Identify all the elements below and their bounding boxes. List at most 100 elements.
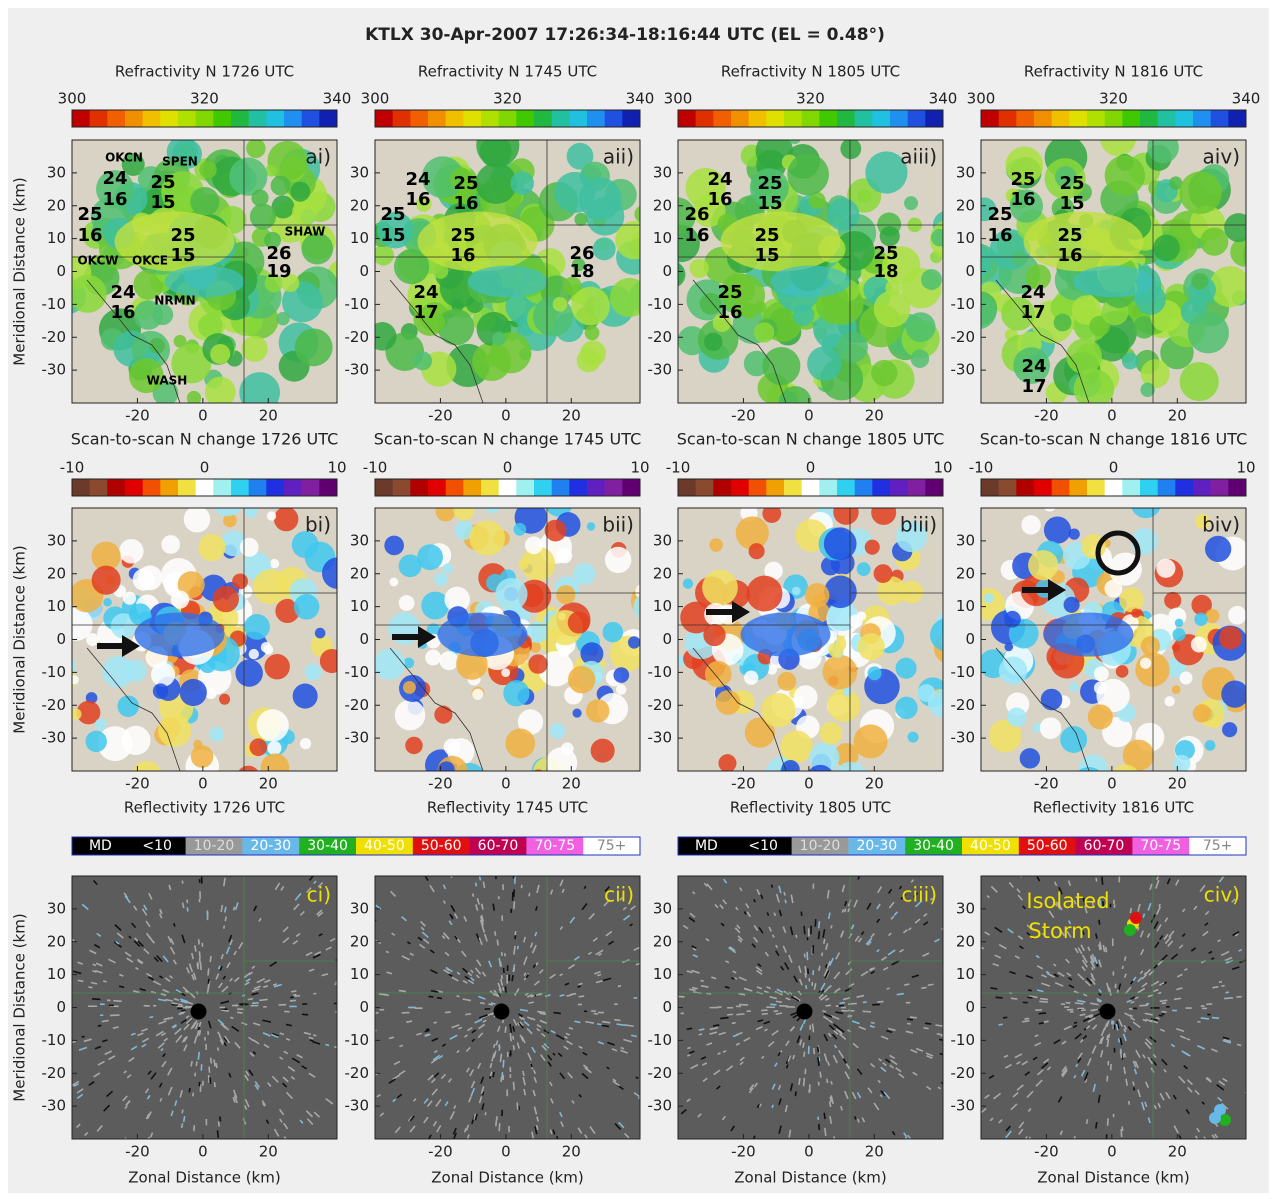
clutter-streak xyxy=(1139,1005,1148,1006)
change-blob xyxy=(1141,636,1160,655)
colorbar-label: <10 xyxy=(142,838,172,854)
clutter-streak xyxy=(499,1046,500,1050)
clutter-streak xyxy=(540,1013,546,1014)
clutter-streak xyxy=(1075,1003,1084,1004)
clutter-streak xyxy=(1106,947,1107,952)
clutter-streak xyxy=(503,1020,504,1023)
clutter-streak xyxy=(897,994,904,995)
clutter-streak xyxy=(491,1072,492,1077)
refractivity-blob xyxy=(1209,266,1250,307)
clutter-streak xyxy=(1131,1002,1135,1003)
clutter-streak xyxy=(294,996,300,997)
change-blob xyxy=(495,578,527,610)
change-blob xyxy=(503,680,529,706)
change-blob xyxy=(749,543,765,559)
change-core xyxy=(438,613,528,657)
change-blob xyxy=(858,633,885,660)
clutter-streak xyxy=(180,1012,185,1013)
station-annotation: 24 xyxy=(413,282,438,303)
panel-label: bi) xyxy=(305,513,331,537)
clutter-streak xyxy=(198,1052,199,1060)
change-blob xyxy=(1172,685,1181,694)
colorbar-label: 60-70 xyxy=(1084,838,1125,854)
refractivity-blob xyxy=(911,349,930,368)
panel-label: aii) xyxy=(603,145,634,169)
y-tick-label: 20 xyxy=(47,932,66,950)
x-tick-label: 20 xyxy=(1168,407,1187,425)
colorbar-segment xyxy=(678,110,696,127)
clutter-streak xyxy=(824,939,825,944)
station-annotation: 18 xyxy=(873,261,898,282)
y-tick-label: 10 xyxy=(47,965,66,983)
station-annotation: 16 xyxy=(102,189,127,210)
colorbar-segment xyxy=(143,479,161,496)
y-tick-label: -10 xyxy=(648,1031,673,1049)
clutter-streak xyxy=(502,975,503,979)
y-tick-label: -30 xyxy=(42,729,67,747)
clutter-streak xyxy=(172,1003,177,1004)
colorbar-segment xyxy=(481,110,499,127)
station-annotation: 17 xyxy=(1020,302,1045,323)
refractivity-blob xyxy=(199,161,217,179)
clutter-streak xyxy=(88,987,92,988)
change-blob xyxy=(1191,636,1207,652)
clutter-streak xyxy=(614,1020,620,1021)
change-blob xyxy=(374,648,405,679)
colorbar-tick-label: 300 xyxy=(967,90,996,108)
colorbar-segment xyxy=(72,479,90,496)
clutter-streak xyxy=(291,991,296,992)
change-blob xyxy=(895,697,917,719)
clutter-streak xyxy=(497,940,498,946)
colorbar-segment xyxy=(428,110,446,127)
change-blob xyxy=(1194,613,1207,626)
clutter-streak xyxy=(848,1010,855,1011)
colorbar-tick-label: 300 xyxy=(664,90,693,108)
refractivity-blob xyxy=(290,182,310,202)
clutter-streak xyxy=(772,885,773,888)
clutter-streak xyxy=(842,909,843,912)
y-tick-label: 30 xyxy=(350,531,369,549)
clutter-streak xyxy=(720,1018,728,1019)
clutter-streak xyxy=(1040,999,1048,1000)
colorbar-tick-label: 300 xyxy=(58,90,87,108)
station-annotation: SPEN xyxy=(162,155,198,169)
clutter-streak xyxy=(1197,1022,1200,1023)
change-blob xyxy=(1044,516,1071,543)
clutter-streak xyxy=(183,903,184,908)
change-blob xyxy=(274,507,298,531)
change-blob xyxy=(550,723,566,739)
y-tick-label: -30 xyxy=(951,729,976,747)
station-annotation: 17 xyxy=(413,302,438,323)
colorbar-label: 40-50 xyxy=(364,838,405,854)
station-annotation: 25 xyxy=(450,225,475,246)
change-blob xyxy=(171,590,189,608)
x-tick-label: 20 xyxy=(865,775,884,793)
colorbar-label: MD xyxy=(89,838,112,854)
station-annotation: 25 xyxy=(757,173,782,194)
refractivity-blob xyxy=(292,200,317,225)
clutter-streak xyxy=(804,926,805,934)
clutter-streak xyxy=(701,980,704,981)
change-blob xyxy=(235,659,262,686)
x-tick-label: 0 xyxy=(198,407,208,425)
change-blob xyxy=(1205,536,1231,562)
colorbar-segment xyxy=(178,110,196,127)
change-blob xyxy=(1219,626,1242,649)
station-annotation: 15 xyxy=(170,245,195,266)
clutter-streak xyxy=(187,900,188,904)
map-panel xyxy=(48,136,364,413)
colorbar-segment xyxy=(1158,479,1176,496)
colorbar-label: 60-70 xyxy=(478,838,519,854)
x-tick-label: 0 xyxy=(1107,775,1117,793)
station-annotation: 25 xyxy=(717,282,742,303)
change-blob xyxy=(425,650,441,666)
clutter-streak xyxy=(252,1003,259,1004)
y-tick-label: -20 xyxy=(951,328,976,346)
clutter-streak xyxy=(518,946,519,949)
change-blob xyxy=(616,684,627,695)
clutter-streak xyxy=(493,904,494,911)
y-tick-label: 20 xyxy=(653,564,672,582)
clutter-streak xyxy=(579,996,585,997)
panel-title: Scan-to-scan N change 1816 UTC xyxy=(980,430,1248,449)
clutter-streak xyxy=(818,1047,819,1053)
